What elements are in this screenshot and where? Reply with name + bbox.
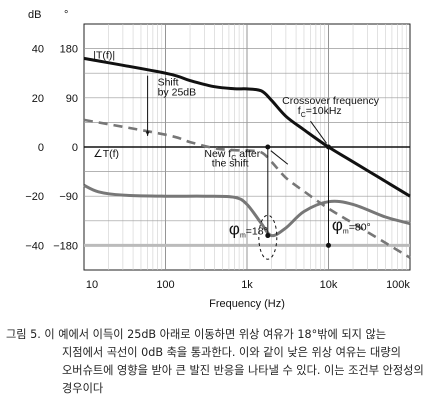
crossover-phase-dot	[326, 242, 331, 248]
caption-line-1: 그림 5. 이 예에서 이득이 25dB 아래로 이동하면 위상 여유가 18°…	[6, 328, 387, 341]
series-magnitude-line	[83, 56, 411, 198]
y-tick-db-1: 20	[32, 93, 44, 105]
y-tick-db-0: 40	[32, 44, 44, 56]
bode-plot: 40 20 0 −20 −40 180 90 0 −90 −180 dB ° 10 100 1k 10k 100…	[25, 9, 411, 310]
label-pm-low: φm=18°	[229, 219, 268, 239]
label-shift-2: by 25dB	[158, 86, 197, 98]
label-magnitude: |T(f)|	[93, 49, 115, 61]
y-unit-phase: °	[64, 9, 68, 21]
x-axis-label: Frequency (Hz)	[209, 298, 285, 310]
caption-line-4: 경우이다	[62, 382, 104, 395]
y-tick-db-4: −40	[25, 240, 44, 252]
new-fc-dot	[265, 144, 271, 150]
y-tick-phase-0: 180	[60, 44, 78, 56]
x-tick-2: 1k	[241, 279, 253, 291]
crossover-leader	[310, 120, 327, 144]
x-tick-0: 10	[86, 279, 98, 291]
y-tick-phase-2: 0	[72, 142, 78, 154]
y-tick-phase-1: 90	[66, 93, 78, 105]
label-fc-value: fC=10kHz	[298, 105, 342, 119]
label-phase: ∠T(f)	[93, 148, 119, 160]
series-shifted-magnitude-line	[83, 118, 411, 259]
y-tick-db-2: 0	[38, 142, 44, 154]
shift-arrow-head	[145, 131, 150, 136]
y-unit-db: dB	[28, 9, 41, 21]
label-pm-high: φm=80°	[332, 216, 371, 236]
series-phase-line	[83, 183, 411, 238]
caption-line-2: 지점에서 곡선이 0dB 축을 통과한다. 이와 같이 낮은 위상 여유는 대량…	[62, 346, 401, 359]
label-shift-1: Shift	[158, 77, 179, 89]
figure-caption: 그림 5. 이 예에서 이득이 25dB 아래로 이동하면 위상 여유가 18°…	[6, 326, 438, 398]
x-tick-4: 100k	[386, 279, 410, 291]
crossover-dot	[326, 144, 331, 150]
y-tick-db-3: −20	[25, 191, 44, 203]
caption-line-3: 오버슈트에 영향을 받아 큰 발진 반응을 나타낼 수 있다. 이는 조건부 안…	[62, 364, 424, 377]
new-fc-leader	[270, 150, 289, 165]
bode-plot-svg: 40 20 0 −20 −40 180 90 0 −90 −180 dB ° 10 100 1k 10k 100…	[25, 9, 411, 310]
y-tick-phase-3: −90	[59, 191, 78, 203]
label-crossover: Crossover frequency	[282, 95, 380, 107]
low-margin-ellipse	[258, 214, 278, 260]
new-fc-phase-dot	[265, 233, 271, 239]
x-tick-3: 10k	[320, 279, 338, 291]
label-new-fc: New fC after	[204, 148, 260, 162]
y-tick-phase-4: −180	[53, 240, 78, 252]
x-tick-1: 100	[156, 279, 174, 291]
label-new-fc-2: the shift	[212, 158, 249, 170]
